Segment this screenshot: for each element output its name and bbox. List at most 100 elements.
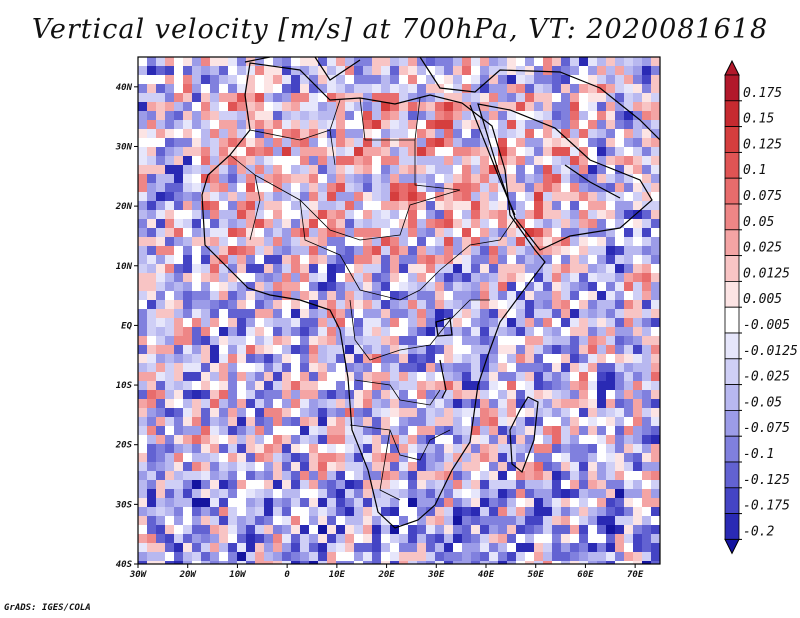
field-cell: [138, 327, 147, 336]
field-cell: [237, 156, 246, 165]
field-cell: [552, 282, 561, 291]
field-cell: [516, 264, 525, 273]
field-cell: [147, 426, 156, 435]
field-cell: [228, 561, 237, 564]
field-cell: [399, 246, 408, 255]
field-cell: [633, 309, 642, 318]
field-cell: [642, 219, 651, 228]
field-cell: [174, 399, 183, 408]
field-cell: [588, 75, 597, 84]
field-cell: [165, 552, 174, 561]
field-cell: [255, 246, 264, 255]
field-cell: [399, 543, 408, 552]
field-cell: [183, 282, 192, 291]
field-cell: [597, 426, 606, 435]
field-cell: [606, 552, 615, 561]
field-cell: [246, 219, 255, 228]
field-cell: [435, 453, 444, 462]
field-cell: [174, 534, 183, 543]
field-cell: [201, 129, 210, 138]
field-cell: [219, 552, 228, 561]
field-cell: [597, 273, 606, 282]
field-cell: [597, 525, 606, 534]
field-cell: [183, 246, 192, 255]
field-cell: [498, 327, 507, 336]
field-cell: [507, 471, 516, 480]
field-cell: [183, 165, 192, 174]
field-cell: [489, 390, 498, 399]
field-cell: [327, 453, 336, 462]
field-cell: [147, 111, 156, 120]
field-cell: [372, 399, 381, 408]
field-cell: [291, 498, 300, 507]
field-cell: [408, 345, 417, 354]
field-cell: [147, 390, 156, 399]
field-cell: [417, 372, 426, 381]
field-cell: [201, 480, 210, 489]
field-cell: [300, 138, 309, 147]
field-cell: [516, 327, 525, 336]
field-cell: [201, 165, 210, 174]
field-cell: [462, 66, 471, 75]
field-cell: [426, 408, 435, 417]
field-cell: [318, 147, 327, 156]
field-cell: [165, 138, 174, 147]
field-cell: [597, 246, 606, 255]
colorbar-label: 0.005: [743, 292, 782, 307]
field-cell: [633, 291, 642, 300]
field-cell: [480, 516, 489, 525]
field-cell: [462, 255, 471, 264]
field-cell: [336, 282, 345, 291]
field-cell: [336, 165, 345, 174]
field-cell: [165, 561, 174, 564]
field-cell: [561, 372, 570, 381]
field-cell: [498, 318, 507, 327]
field-cell: [381, 255, 390, 264]
field-cell: [381, 75, 390, 84]
field-cell: [138, 147, 147, 156]
field-cell: [309, 219, 318, 228]
field-cell: [426, 309, 435, 318]
field-cell: [147, 462, 156, 471]
field-cell: [300, 174, 309, 183]
field-cell: [408, 237, 417, 246]
field-cell: [165, 219, 174, 228]
field-cell: [453, 66, 462, 75]
field-cell: [165, 462, 174, 471]
field-cell: [570, 228, 579, 237]
field-cell: [183, 192, 192, 201]
field-cell: [561, 525, 570, 534]
field-cell: [426, 498, 435, 507]
field-cell: [570, 516, 579, 525]
field-cell: [498, 210, 507, 219]
field-cell: [624, 516, 633, 525]
field-cell: [462, 363, 471, 372]
field-cell: [336, 516, 345, 525]
field-cell: [408, 453, 417, 462]
field-cell: [201, 75, 210, 84]
field-cell: [498, 552, 507, 561]
field-cell: [273, 498, 282, 507]
field-cell: [183, 273, 192, 282]
field-cell: [318, 471, 327, 480]
field-cell: [381, 543, 390, 552]
field-cell: [291, 102, 300, 111]
field-cell: [480, 147, 489, 156]
field-cell: [336, 363, 345, 372]
field-cell: [426, 174, 435, 183]
field-cell: [624, 228, 633, 237]
field-cell: [462, 219, 471, 228]
field-cell: [435, 372, 444, 381]
field-cell: [570, 489, 579, 498]
field-cell: [192, 426, 201, 435]
field-cell: [372, 129, 381, 138]
field-cell: [624, 273, 633, 282]
field-cell: [363, 183, 372, 192]
field-cell: [318, 246, 327, 255]
field-cell: [282, 525, 291, 534]
field-cell: [552, 174, 561, 183]
field-cell: [516, 417, 525, 426]
field-cell: [525, 201, 534, 210]
field-cell: [426, 354, 435, 363]
field-cell: [642, 435, 651, 444]
